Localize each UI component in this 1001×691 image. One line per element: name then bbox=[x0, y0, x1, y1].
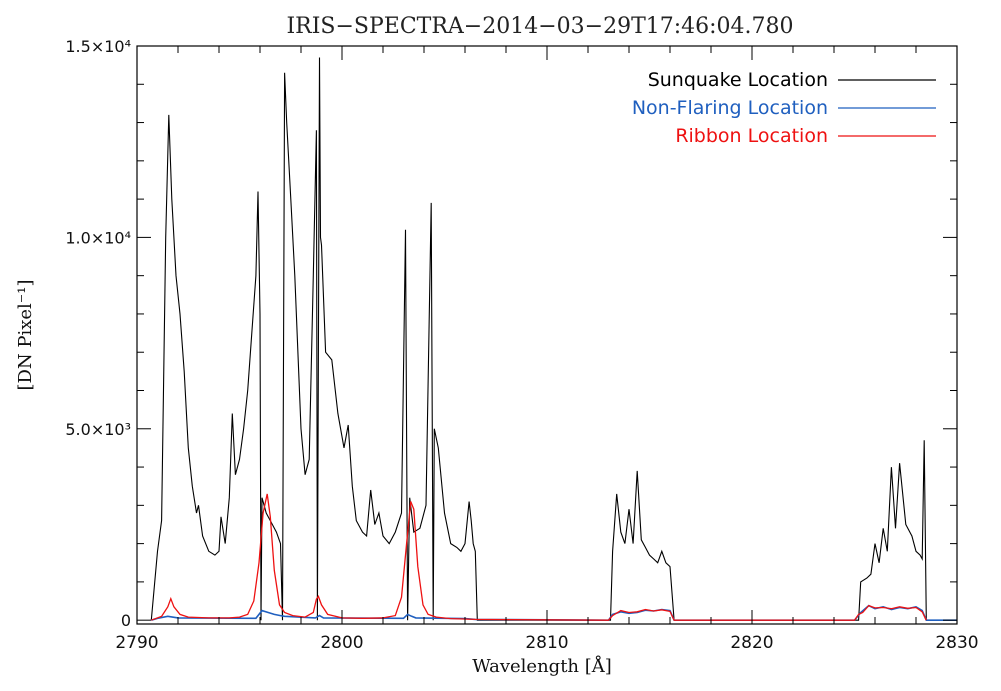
y-axis-label: [DN Pixel⁻¹] bbox=[15, 279, 36, 390]
x-tick-label: 2830 bbox=[935, 633, 978, 653]
x-axis-label: Wavelength [Å] bbox=[472, 655, 612, 677]
y-tick-label: 0 bbox=[121, 611, 131, 630]
series-line-1 bbox=[151, 604, 957, 622]
series-layer bbox=[150, 57, 957, 622]
legend-label-2: Ribbon Location bbox=[675, 125, 828, 147]
series-line-2 bbox=[151, 493, 927, 621]
x-tick-label: 2820 bbox=[730, 633, 773, 653]
legend: Sunquake Location Non-Flaring Location Rib… bbox=[632, 69, 936, 147]
y-tick-label: 5.0×10³ bbox=[65, 420, 131, 439]
chart-title: IRIS−SPECTRA−2014−03−29T17:46:04.780 bbox=[286, 14, 793, 39]
axes-layer: 2790 2800 2810 2820 2830 0 5.0×10³ 1.0×10⁴ 1.5×1… bbox=[65, 37, 978, 653]
x-tick-label: 2800 bbox=[320, 633, 363, 653]
y-tick-label: 1.5×10⁴ bbox=[65, 37, 131, 56]
series-line-0 bbox=[150, 57, 927, 621]
legend-label-0: Sunquake Location bbox=[648, 69, 828, 91]
y-tick-label: 1.0×10⁴ bbox=[65, 228, 131, 247]
x-tick-label: 2810 bbox=[525, 633, 568, 653]
x-tick-label: 2790 bbox=[115, 633, 158, 653]
legend-label-1: Non-Flaring Location bbox=[632, 97, 828, 119]
